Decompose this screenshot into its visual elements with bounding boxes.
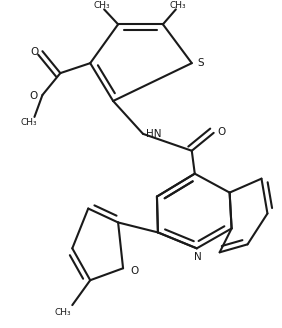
Text: O: O (130, 266, 138, 276)
Text: S: S (197, 58, 204, 68)
Text: CH₃: CH₃ (54, 308, 71, 317)
Text: N: N (194, 252, 202, 262)
Text: CH₃: CH₃ (169, 1, 186, 10)
Text: O: O (29, 91, 38, 101)
Text: HN: HN (146, 129, 162, 139)
Text: O: O (217, 127, 226, 137)
Text: CH₃: CH₃ (94, 1, 111, 10)
Text: O: O (30, 47, 39, 57)
Text: CH₃: CH₃ (20, 118, 37, 127)
